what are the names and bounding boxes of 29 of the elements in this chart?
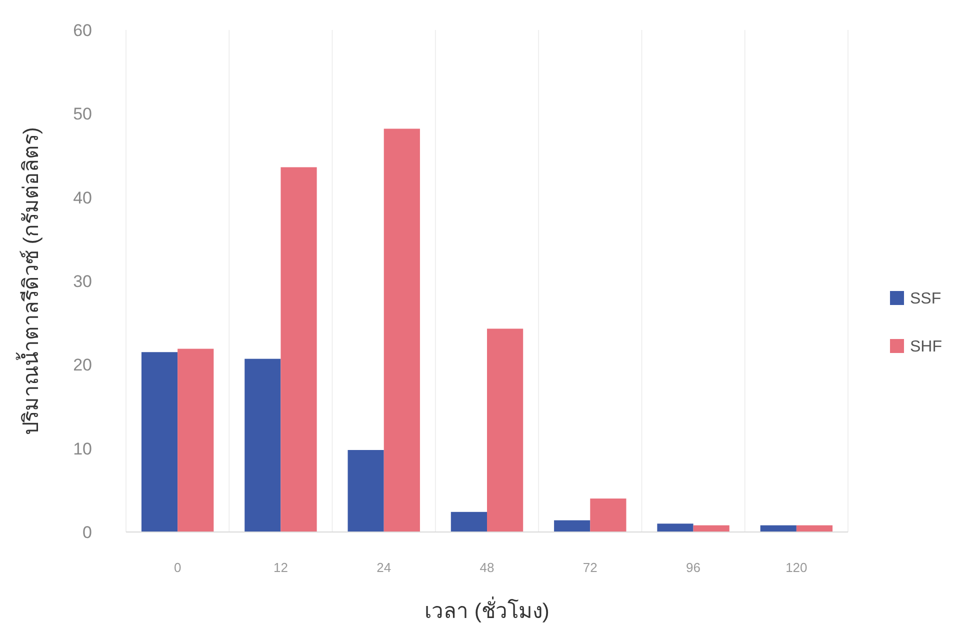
y-tick-label: 10 [73, 439, 92, 458]
x-axis-title: เวลา (ชั่วโมง) [424, 596, 550, 623]
legend-label: SHF [910, 338, 942, 356]
x-tick-label: 0 [174, 560, 182, 575]
x-tick-label: 24 [376, 560, 392, 575]
bar [450, 512, 487, 532]
y-tick-label: 30 [73, 272, 92, 291]
bar [487, 328, 524, 532]
y-tick-label: 60 [73, 20, 92, 40]
bar [280, 167, 317, 532]
x-tick-label: 12 [273, 560, 288, 575]
bar [554, 520, 590, 532]
y-tick-label: 40 [73, 188, 92, 208]
bar [141, 352, 178, 532]
bar [590, 498, 626, 532]
y-tick-label: 50 [73, 104, 92, 124]
x-tick-label: 96 [686, 560, 701, 575]
bar [348, 450, 384, 532]
x-tick-label: 72 [582, 560, 598, 575]
bar [178, 348, 214, 532]
x-tick-label: 48 [480, 560, 494, 575]
bar [384, 128, 420, 532]
bar [657, 524, 694, 532]
legend-label: SSF [910, 290, 942, 308]
bar [244, 358, 281, 532]
y-tick-label: 0 [82, 522, 92, 542]
y-tick-label: 20 [73, 356, 92, 375]
y-axis-title: ปริมาณน้ำตาลรีดิวซ์ (กรัมต่อลิตร) [16, 127, 43, 435]
x-tick-label: 120 [786, 560, 808, 575]
